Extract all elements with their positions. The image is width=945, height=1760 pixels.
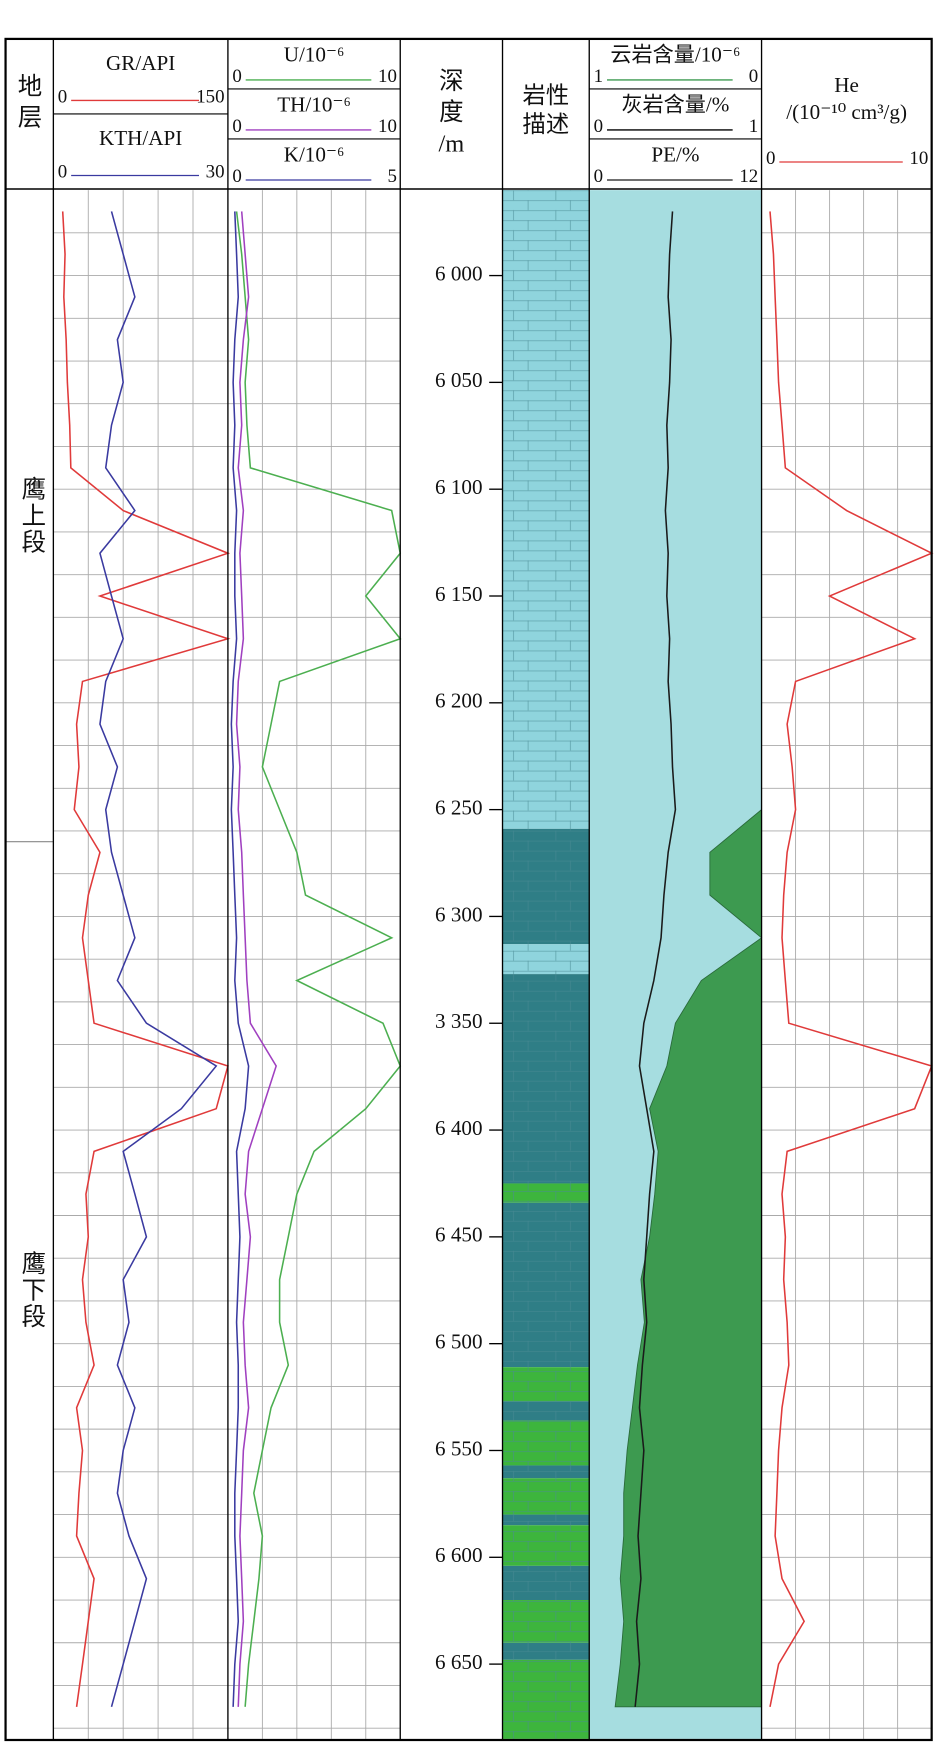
depth-label: 6 650 bbox=[435, 1650, 482, 1674]
lithology-pattern bbox=[502, 1465, 590, 1479]
curve-name: 云岩含量/10⁻⁶ bbox=[610, 42, 740, 66]
scale-max: 30 bbox=[206, 162, 225, 183]
depth-label: 6 250 bbox=[435, 795, 482, 819]
lithology-pattern bbox=[502, 974, 590, 1184]
scale-min: 0 bbox=[232, 116, 241, 137]
lithology-pattern bbox=[502, 1659, 590, 1739]
lithology-pattern bbox=[502, 944, 590, 975]
curve-unit: /(10⁻¹⁰ cm³/g) bbox=[786, 100, 907, 124]
lithology-title: 岩性 bbox=[523, 82, 570, 109]
lithology-title: 描述 bbox=[523, 111, 570, 138]
curve-name: TH/10⁻⁶ bbox=[277, 92, 351, 116]
scale-min: 0 bbox=[594, 166, 603, 187]
lithology-pattern bbox=[502, 1514, 590, 1526]
scale-min: 0 bbox=[232, 166, 241, 187]
depth-label: 6 450 bbox=[435, 1223, 482, 1247]
lithology-pattern bbox=[502, 1420, 590, 1466]
curve bbox=[61, 211, 231, 1707]
scale-max: 10 bbox=[378, 66, 397, 87]
lithology-pattern bbox=[502, 828, 590, 945]
scale-max: 12 bbox=[739, 166, 758, 187]
depth-label: 6 200 bbox=[435, 689, 482, 713]
lithology-pattern bbox=[502, 1183, 590, 1203]
lithology-pattern bbox=[502, 1478, 590, 1515]
formation-title: 层 bbox=[18, 105, 42, 132]
curve bbox=[235, 211, 402, 1707]
depth-label: 6 100 bbox=[435, 475, 482, 499]
curve bbox=[634, 211, 677, 1707]
depth-label: 6 000 bbox=[435, 261, 482, 285]
zone-name: 鹰下段 bbox=[18, 1250, 45, 1331]
scale-min: 0 bbox=[58, 162, 67, 183]
lithology-pattern bbox=[502, 1600, 590, 1643]
scale-max: 1 bbox=[749, 116, 758, 137]
scale-max: 10 bbox=[378, 116, 397, 137]
curve bbox=[230, 211, 250, 1707]
curve bbox=[99, 211, 218, 1708]
curve bbox=[769, 211, 934, 1708]
scale-min: 0 bbox=[58, 87, 67, 108]
curve-name: K/10⁻⁶ bbox=[284, 142, 345, 166]
scale-min: 1 bbox=[594, 66, 603, 87]
scale-max: 150 bbox=[196, 87, 224, 108]
depth-title: 深 bbox=[439, 67, 463, 95]
curve-name: GR/API bbox=[106, 51, 175, 75]
depth-title: /m bbox=[438, 130, 464, 157]
curve-name: He bbox=[834, 73, 859, 97]
frame bbox=[4, 37, 933, 1742]
lithology-pattern bbox=[502, 1367, 590, 1402]
depth-label: 6 300 bbox=[435, 902, 482, 926]
lithology-pattern bbox=[502, 1401, 590, 1421]
depth-label: 6 150 bbox=[435, 582, 482, 606]
curve-name: PE/% bbox=[651, 142, 699, 166]
depth-label: 6 400 bbox=[435, 1116, 482, 1140]
depth-label: 6 500 bbox=[435, 1330, 482, 1354]
depth-label: 3 350 bbox=[435, 1009, 482, 1033]
scale-max: 10 bbox=[909, 148, 928, 169]
lithology-pattern bbox=[502, 190, 590, 829]
lithology-pattern bbox=[502, 1202, 590, 1368]
formation-title: 地 bbox=[18, 73, 42, 101]
lithology-pattern bbox=[502, 1525, 590, 1566]
scale-min: 0 bbox=[766, 148, 775, 169]
curve-name: 灰岩含量/% bbox=[621, 92, 729, 116]
zone-name: 鹰上段 bbox=[18, 475, 45, 556]
depth-title: 度 bbox=[439, 98, 463, 126]
lithology-pattern bbox=[502, 1642, 590, 1660]
scale-max: 0 bbox=[749, 66, 758, 87]
curve bbox=[235, 211, 278, 1707]
curve-name: U/10⁻⁶ bbox=[284, 42, 345, 66]
depth-label: 6 550 bbox=[435, 1436, 482, 1460]
scale-min: 0 bbox=[594, 116, 603, 137]
scale-min: 0 bbox=[232, 66, 241, 87]
curve-name: KTH/API bbox=[99, 126, 182, 150]
lithology-pattern bbox=[502, 1565, 590, 1601]
depth-label: 6 050 bbox=[435, 368, 482, 392]
depth-label: 6 600 bbox=[435, 1543, 482, 1567]
scale-max: 5 bbox=[387, 166, 396, 187]
